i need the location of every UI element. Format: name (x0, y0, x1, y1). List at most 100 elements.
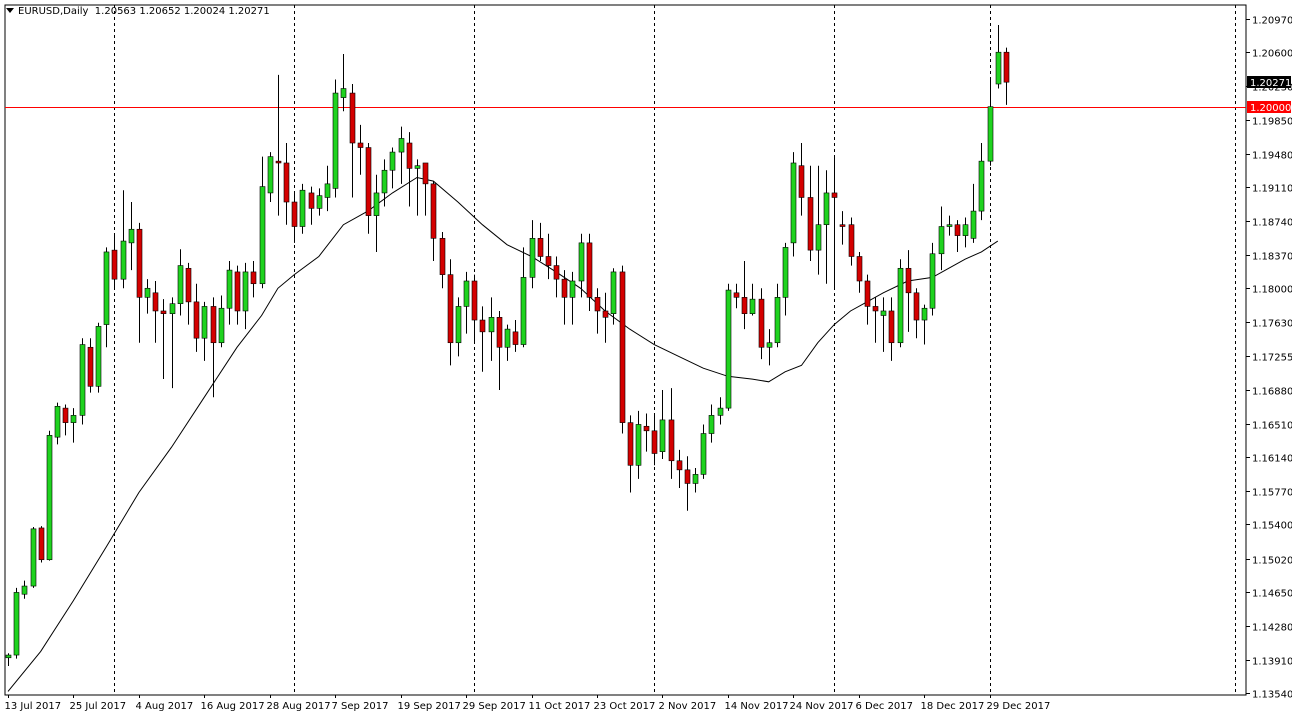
bear-candle (365, 147, 372, 216)
bear-candle (758, 298, 765, 348)
bear-candle (798, 165, 805, 198)
bear-candle (275, 160, 282, 164)
y-tick-label: 1.17255 (1252, 353, 1292, 364)
bull-candle (782, 247, 789, 298)
y-tick-label: 1.18740 (1252, 218, 1292, 229)
bull-candle (13, 592, 20, 656)
bull-candle (708, 415, 715, 434)
level-price-tag: 1.20000 (1250, 103, 1291, 114)
bull-candle (921, 307, 928, 321)
y-tick-label: 1.20970 (1252, 16, 1292, 27)
bear-candle (479, 319, 486, 333)
bull-candle (569, 280, 576, 298)
x-tick-label: 11 Oct 2017 (529, 701, 591, 712)
bull-candle (316, 195, 323, 209)
y-tick-label: 1.18000 (1252, 285, 1292, 296)
bull-candle (218, 307, 225, 344)
bear-candle (668, 419, 675, 462)
bear-candle (627, 422, 634, 466)
bear-candle (160, 310, 167, 314)
bull-candle (946, 224, 953, 227)
y-tick-label: 1.19850 (1252, 117, 1292, 128)
bear-candle (954, 224, 961, 236)
x-tick-label: 7 Sep 2017 (332, 701, 389, 712)
bull-candle (177, 265, 184, 304)
bull-candle (995, 51, 1002, 85)
bear-candle (357, 142, 364, 148)
bull-candle (766, 342, 773, 348)
bear-candle (430, 183, 437, 239)
x-tick-label: 13 Jul 2017 (5, 701, 62, 712)
bull-candle (79, 344, 86, 416)
bear-candle (1003, 51, 1010, 83)
bull-candle (389, 151, 396, 171)
bear-candle (741, 297, 748, 314)
chart-header: EURUSD,Daily 1.20563 1.20652 1.20024 1.2… (6, 6, 270, 17)
bull-candle (5, 654, 12, 659)
x-tick-label: 14 Nov 2017 (725, 701, 789, 712)
bear-candle (87, 346, 94, 387)
bear-candle (807, 197, 814, 251)
bull-candle (488, 317, 495, 333)
bull-candle (938, 226, 945, 255)
bull-candle (95, 326, 102, 387)
y-tick-label: 1.15400 (1252, 521, 1292, 532)
bull-candle (929, 253, 936, 309)
bear-candle (406, 142, 413, 169)
bear-candle (643, 425, 650, 432)
bull-candle (578, 242, 585, 282)
current-price-tag: 1.20271 (1250, 78, 1291, 89)
bull-candle (659, 419, 666, 452)
bull-candle (201, 306, 208, 339)
bull-candle (398, 138, 405, 153)
bear-candle (136, 228, 143, 298)
bear-candle (602, 310, 609, 318)
bear-candle (308, 192, 315, 209)
bear-candle (905, 267, 912, 294)
x-tick-label: 25 Jul 2017 (70, 701, 127, 712)
x-tick-label: 16 Aug 2017 (201, 701, 265, 712)
bull-candle (529, 238, 536, 278)
y-tick-label: 1.18370 (1252, 252, 1292, 263)
bear-candle (291, 201, 298, 227)
bull-candle (21, 585, 28, 595)
bull-candle (504, 328, 511, 348)
bull-candle (774, 297, 781, 344)
bear-candle (848, 224, 855, 257)
bull-candle (381, 169, 388, 194)
bull-candle (299, 189, 306, 227)
x-tick-label: 4 Aug 2017 (136, 701, 194, 712)
bull-candle (324, 183, 331, 198)
y-tick-label: 1.15020 (1252, 556, 1292, 567)
ohlc-values: 1.20563 1.20652 1.20024 1.20271 (94, 6, 270, 17)
bear-candle (619, 271, 626, 423)
bear-candle (111, 249, 118, 280)
bull-candle (70, 415, 77, 423)
bull-candle (700, 433, 707, 475)
bull-candle (823, 192, 830, 226)
y-tick-label: 1.20600 (1252, 49, 1292, 60)
bear-candle (152, 292, 159, 312)
bear-candle (210, 306, 217, 344)
bear-candle (185, 267, 192, 303)
bear-candle (471, 280, 478, 321)
bull-candle (635, 424, 642, 466)
y-tick-label: 1.14650 (1252, 589, 1292, 600)
bear-candle (537, 238, 544, 257)
bear-candle (38, 527, 45, 561)
plot-border (4, 4, 1247, 696)
bull-candle (520, 277, 527, 345)
bear-candle (545, 256, 552, 266)
y-tick-label: 1.17630 (1252, 319, 1292, 330)
bear-candle (733, 292, 740, 298)
bull-candle (414, 165, 421, 169)
y-tick-label: 1.14280 (1252, 623, 1292, 634)
x-tick-label: 2 Nov 2017 (659, 701, 717, 712)
bull-candle (970, 210, 977, 239)
bull-candle (169, 303, 176, 314)
bull-candle (242, 271, 249, 312)
bull-candle (692, 474, 699, 484)
bull-candle (103, 251, 110, 325)
